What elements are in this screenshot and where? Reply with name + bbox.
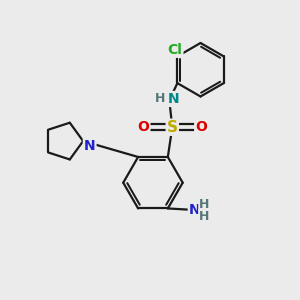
Text: H: H (199, 210, 210, 223)
Text: N: N (168, 92, 180, 106)
Text: O: O (195, 120, 207, 134)
Text: S: S (167, 120, 178, 135)
Text: H: H (154, 92, 165, 106)
Text: N: N (189, 203, 200, 217)
Text: H: H (199, 198, 210, 211)
Text: N: N (84, 139, 95, 152)
Text: O: O (137, 120, 149, 134)
Text: Cl: Cl (167, 43, 182, 57)
